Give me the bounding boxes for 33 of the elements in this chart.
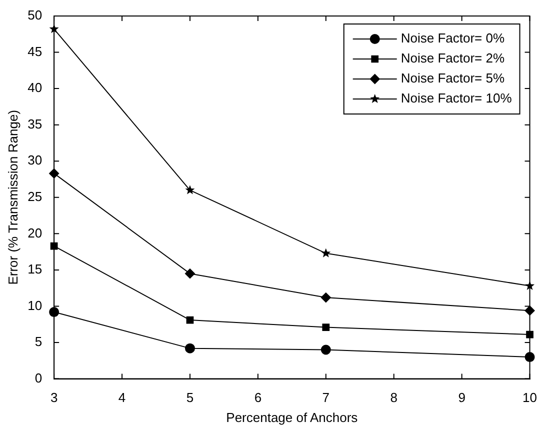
x-tick-label: 10	[522, 390, 538, 406]
legend-label: Noise Factor= 5%	[400, 70, 505, 86]
y-tick-label: 25	[28, 188, 42, 204]
y-axis-title: Error (% Transmission Range)	[5, 110, 20, 285]
y-tick-label: 20	[28, 225, 42, 240]
x-tick-label: 8	[390, 390, 398, 406]
point	[322, 324, 330, 331]
point	[184, 343, 195, 354]
y-tick-label: 45	[28, 44, 42, 59]
y-tick-label: 50	[28, 8, 42, 23]
point	[320, 292, 331, 303]
legend-label: Noise Factor= 0%	[400, 30, 505, 46]
x-tick-label: 5	[186, 390, 194, 406]
point	[321, 248, 331, 258]
x-tick-label: 6	[254, 390, 262, 406]
point	[184, 268, 195, 279]
y-tick-label: 0	[34, 370, 42, 386]
x-tick-label: 9	[458, 390, 466, 406]
point	[185, 185, 195, 194]
x-tick-label: 3	[50, 390, 58, 406]
y-tick-label: 35	[28, 116, 42, 132]
x-tick-label: 7	[322, 390, 330, 406]
legend-label: Noise Factor= 10%	[400, 90, 512, 106]
point	[320, 344, 331, 355]
y-tick-label: 15	[28, 262, 42, 277]
y-tick-label: 10	[28, 298, 42, 313]
y-tick-label: 40	[28, 80, 42, 96]
point	[186, 316, 194, 324]
legend-label: Noise Factor= 2%	[400, 50, 505, 66]
x-tick-label: 4	[118, 390, 126, 406]
y-tick-label: 30	[28, 152, 42, 168]
x-axis-title: Percentage of Anchors	[226, 410, 358, 425]
y-tick-label: 5	[34, 334, 42, 350]
